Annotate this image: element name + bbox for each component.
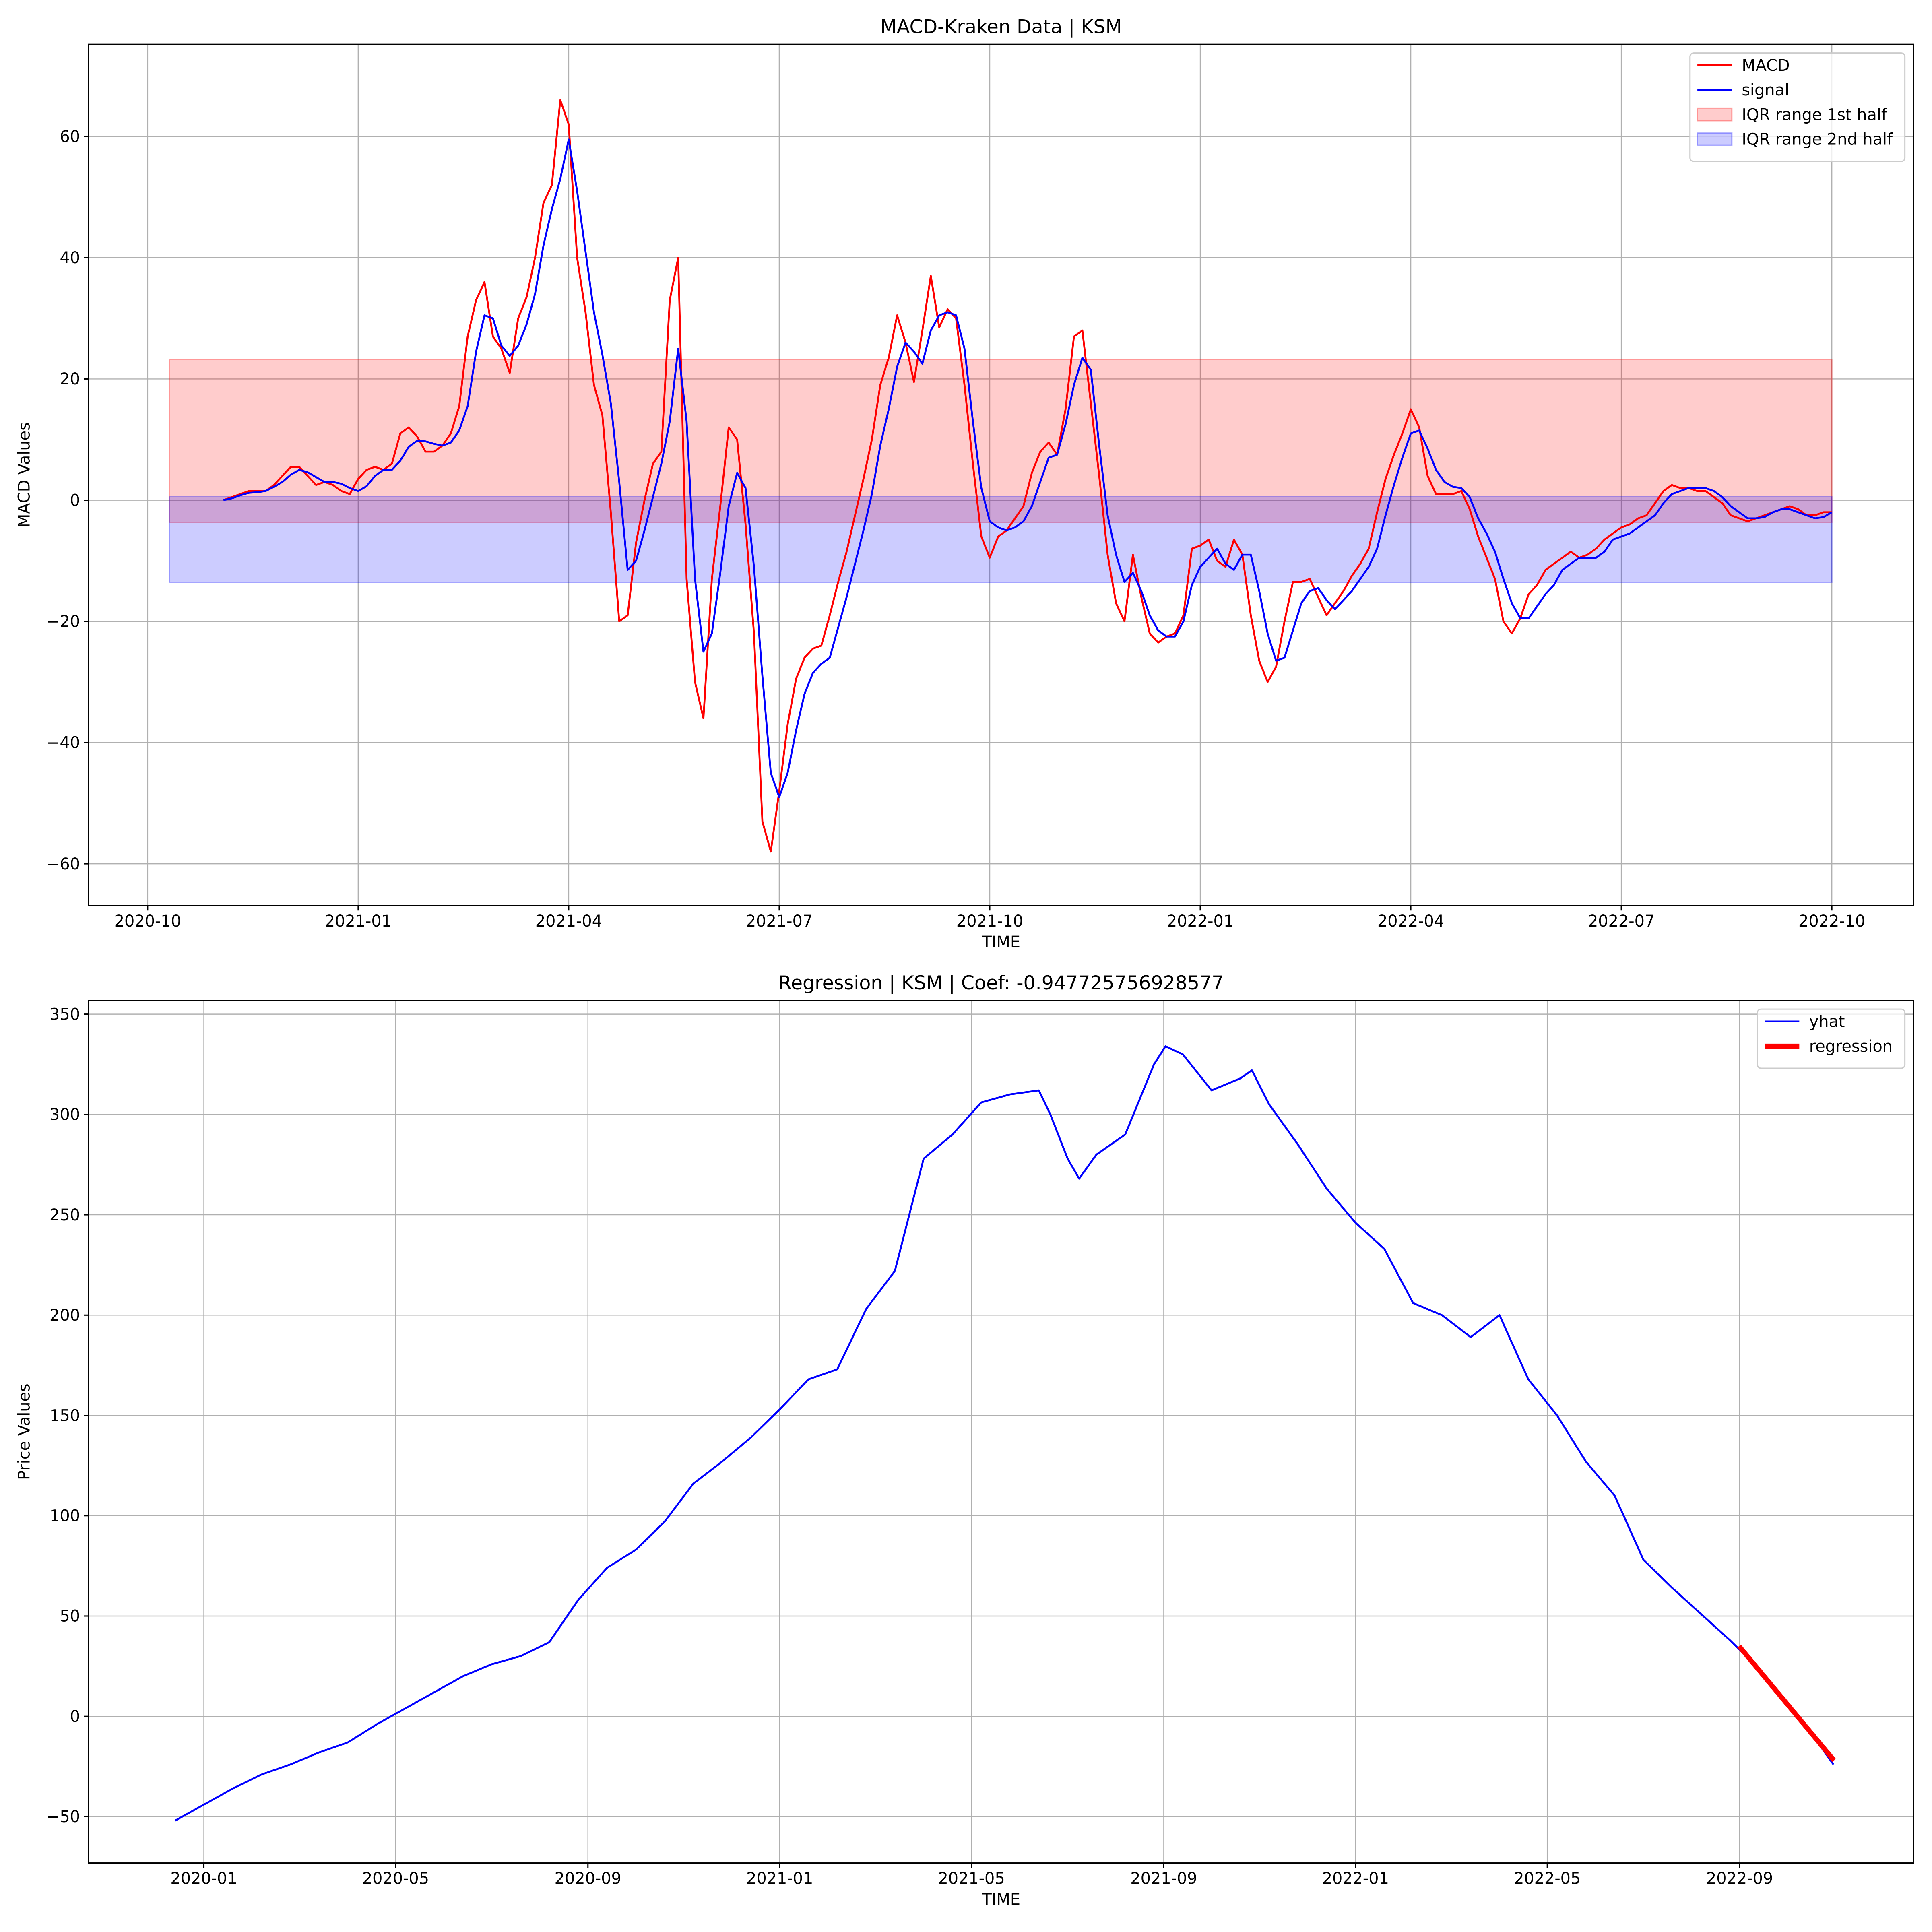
legend-label: IQR range 2nd half [1742, 130, 1893, 149]
x-tick-label: 2020-05 [362, 1870, 429, 1888]
legend-label: MACD [1742, 56, 1790, 75]
chart: 2020-10 2021-01 2021-04 2021-07 2021-10 2022-… [15, 16, 1914, 952]
x-tick-label: 2022-04 [1377, 912, 1444, 931]
x-tick-label: 2022-10 [1798, 912, 1865, 931]
x-tick-label: 2022-01 [1167, 912, 1234, 931]
y-tick-label: 350 [50, 1005, 80, 1024]
chart-title: MACD-Kraken Data | KSM [880, 16, 1122, 38]
axes-frame [88, 1000, 1914, 1864]
chart-title: Regression | KSM | Coef: -0.947725756928… [778, 972, 1224, 994]
y-tick-label: 100 [50, 1507, 80, 1525]
x-tick-label: 2022-09 [1706, 1870, 1773, 1888]
plot-area [174, 1045, 1836, 1822]
x-tick-label: 2020-01 [170, 1870, 237, 1888]
x-tick-label: 2022-07 [1588, 912, 1655, 931]
x-tick-label: 2021-01 [746, 1870, 813, 1888]
axes-frame [88, 43, 1914, 906]
y-tick-label: 60 [60, 128, 80, 146]
y-tick-label: −40 [46, 734, 80, 752]
legend-box [1757, 1008, 1906, 1069]
legend: yhat regression [1757, 1008, 1906, 1069]
legend-label: signal [1742, 81, 1789, 99]
legend-swatch [1697, 107, 1733, 122]
y-axis-label: MACD Values [15, 422, 33, 528]
legend-box [1689, 52, 1906, 162]
x-tick-label: 2022-01 [1322, 1870, 1389, 1888]
iqr-band [169, 496, 1833, 583]
series-line [223, 99, 1832, 853]
x-tick-label: 2020-10 [114, 912, 181, 931]
y-tick-label: 150 [50, 1406, 80, 1425]
x-tick-label: 2021-05 [938, 1870, 1005, 1888]
y-tick-label: 250 [50, 1206, 80, 1224]
legend-label: IQR range 1st half [1742, 105, 1887, 124]
legend-label: regression [1809, 1037, 1893, 1056]
y-tick-label: 40 [60, 249, 80, 267]
chart: 2020-01 2020-05 2020-09 2021-01 2021-05 2021-… [15, 972, 1914, 1909]
x-tick-label: 2022-05 [1514, 1870, 1581, 1888]
legend-label: yhat [1809, 1013, 1845, 1031]
x-tick-label: 2021-10 [956, 912, 1023, 931]
x-tick-label: 2021-01 [325, 912, 392, 931]
y-tick-label: −50 [46, 1808, 80, 1826]
y-tick-label: −60 [46, 855, 80, 873]
series-line [223, 138, 1833, 798]
y-axis-label: Price Values [15, 1383, 33, 1480]
x-tick-label: 2021-07 [746, 912, 813, 931]
x-tick-label: 2021-09 [1130, 1870, 1197, 1888]
y-tick-label: 20 [60, 370, 80, 388]
series-line [174, 1045, 1835, 1822]
y-tick-label: 0 [70, 1707, 80, 1726]
y-tick-label: 200 [50, 1306, 80, 1325]
legend-swatch [1697, 132, 1733, 146]
x-axis-label: TIME [981, 933, 1020, 952]
y-tick-label: 300 [50, 1106, 80, 1124]
legend: MACD signal IQR range 1st half IQR range 2n… [1689, 52, 1906, 162]
x-axis-label: TIME [981, 1891, 1020, 1909]
y-tick-label: 0 [70, 491, 80, 510]
series-line [1737, 1644, 1836, 1762]
y-tick-label: 50 [60, 1607, 80, 1626]
y-tick-label: −20 [46, 613, 80, 631]
x-tick-label: 2020-09 [555, 1870, 621, 1888]
plot-area [169, 99, 1833, 853]
x-tick-label: 2021-04 [535, 912, 602, 931]
